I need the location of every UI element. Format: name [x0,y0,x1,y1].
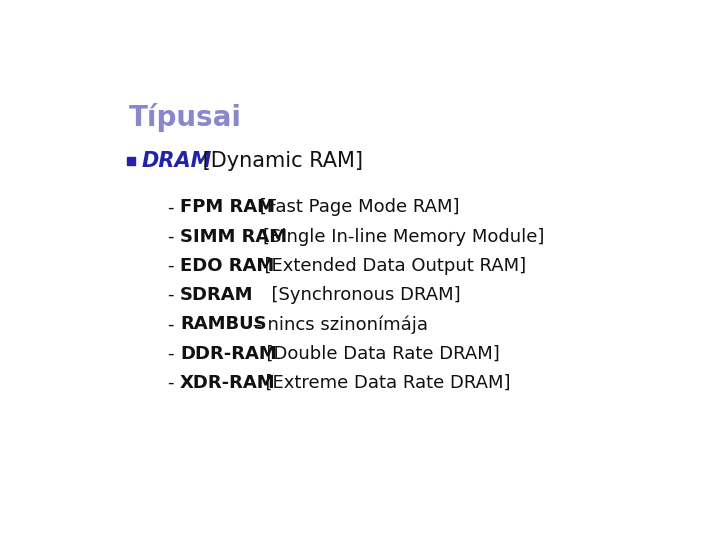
Text: [Fast Page Mode RAM]: [Fast Page Mode RAM] [253,198,459,216]
Text: [Extended Data Output RAM]: [Extended Data Output RAM] [253,256,526,275]
Text: DRAM: DRAM [141,151,212,171]
Text: DDR-RAM: DDR-RAM [180,345,276,362]
Text: – nincs szinonímája: – nincs szinonímája [247,315,428,334]
Text: -: - [168,374,174,392]
Text: SDRAM: SDRAM [180,286,253,304]
Text: [Synchronous DRAM]: [Synchronous DRAM] [237,286,461,304]
Text: -: - [168,315,174,333]
Text: EDO RAM: EDO RAM [180,256,274,275]
Text: XDR-RAM: XDR-RAM [180,374,276,392]
Text: RAMBUS: RAMBUS [180,315,266,333]
Text: FPM RAM: FPM RAM [180,198,275,216]
Text: [Double Data Rate DRAM]: [Double Data Rate DRAM] [255,345,500,362]
Text: -: - [168,256,174,275]
Text: [Extreme Data Rate DRAM]: [Extreme Data Rate DRAM] [254,374,510,392]
Text: -: - [168,198,174,216]
Text: -: - [168,345,174,362]
Text: SIMM RAM: SIMM RAM [180,227,287,246]
Text: [Dynamic RAM]: [Dynamic RAM] [196,151,363,171]
Bar [127,157,135,165]
Text: -: - [168,227,174,246]
Text: [Single In-line Memory Module]: [Single In-line Memory Module] [263,227,544,246]
Text: Típusai: Típusai [129,103,242,132]
Text: -: - [168,286,174,304]
